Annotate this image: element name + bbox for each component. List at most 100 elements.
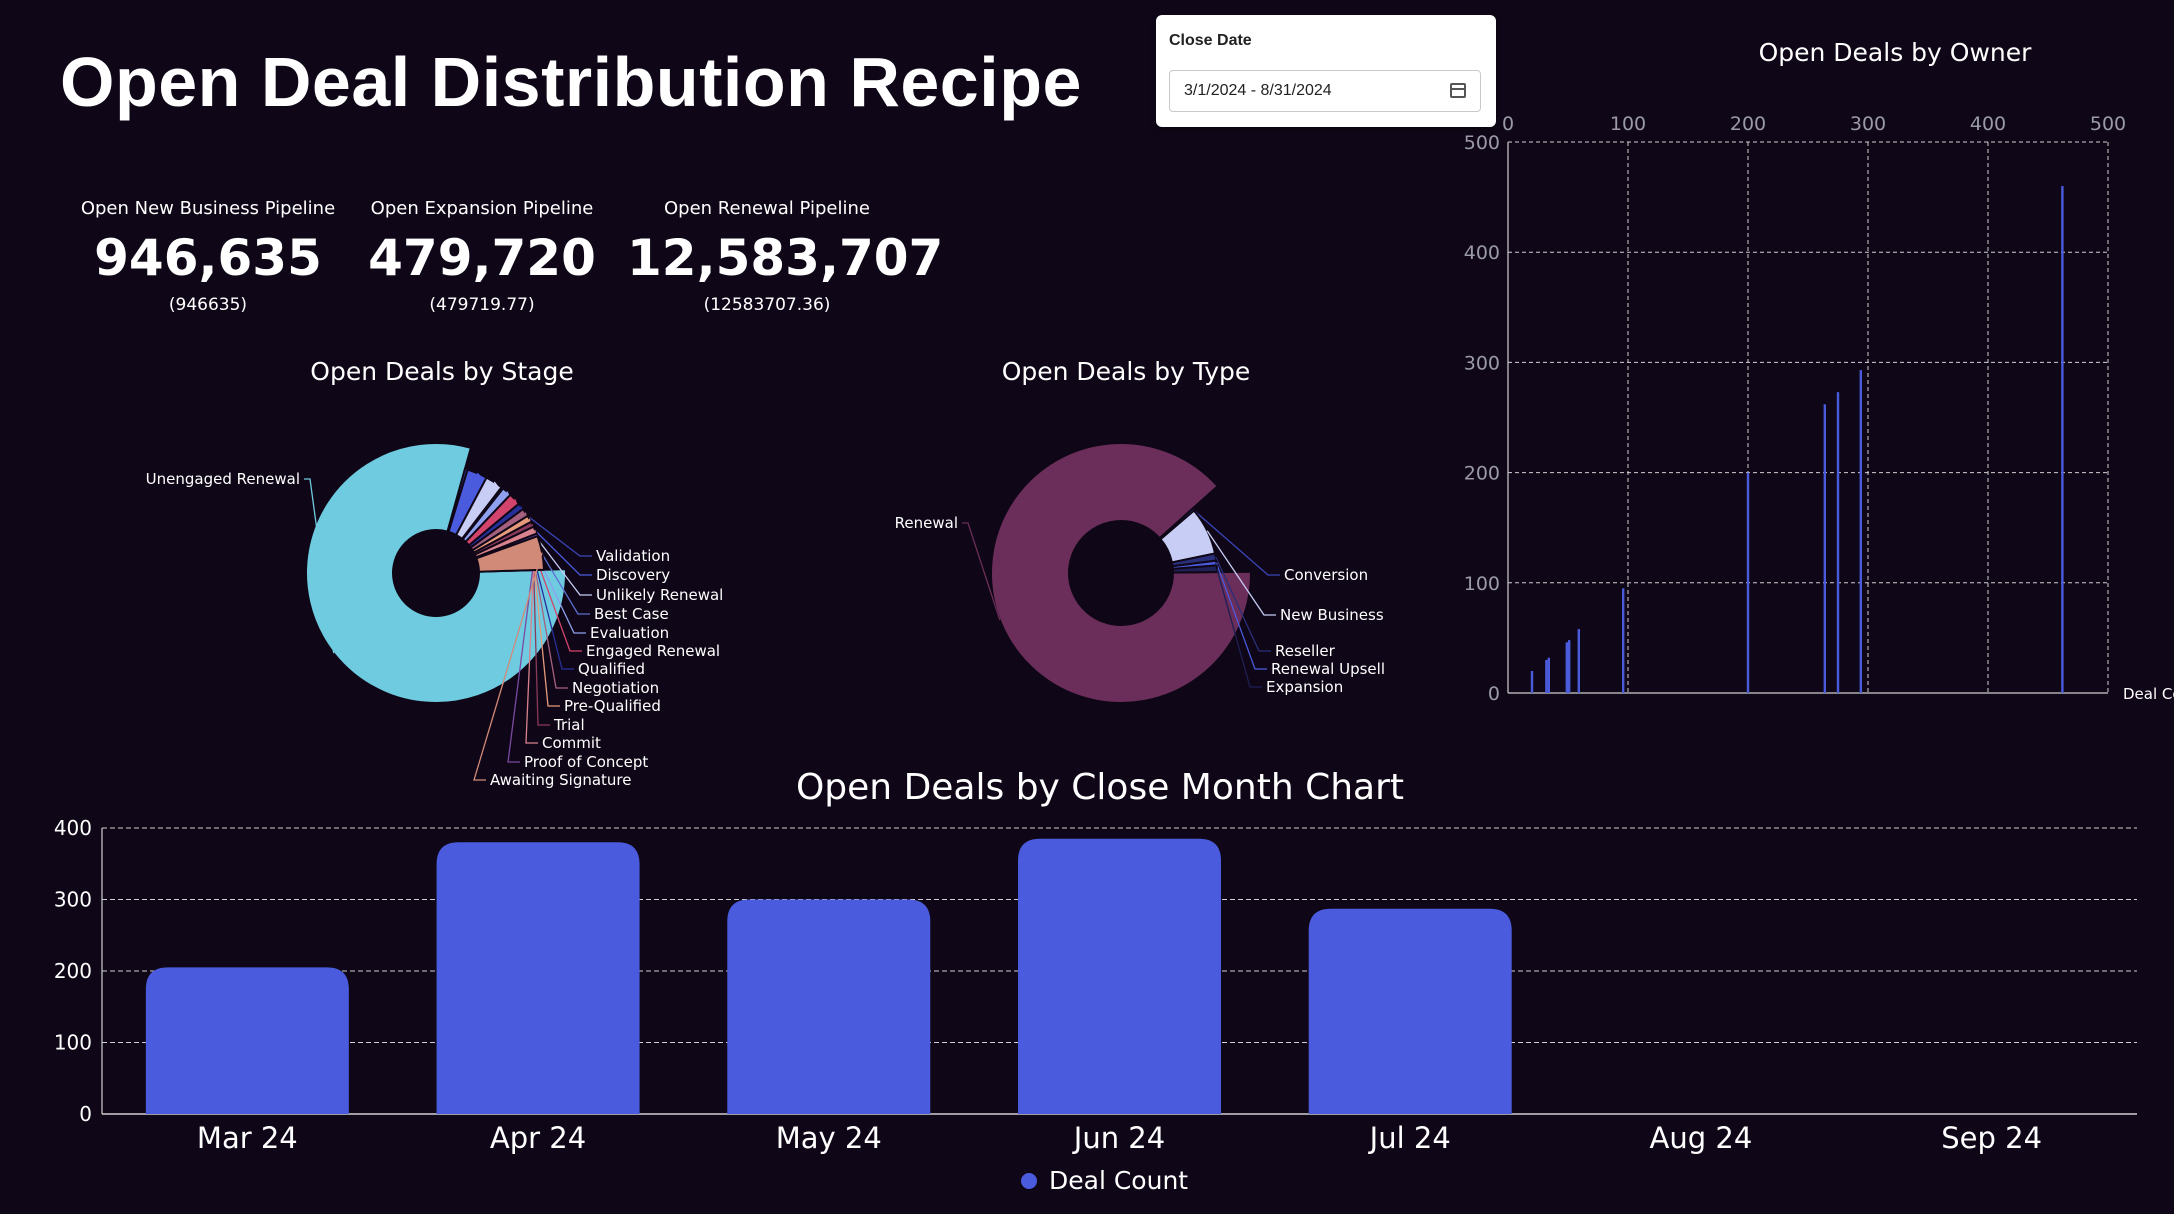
owner-bar[interactable] <box>1530 670 1534 693</box>
owner-bar[interactable] <box>1859 370 1862 693</box>
legend-label: Deal Count <box>1049 1166 1188 1195</box>
kpi-value: 946,635 <box>94 229 322 287</box>
slice-label-qualified: Qualified <box>578 660 645 678</box>
x-tick-label: 200 <box>1730 113 1766 135</box>
leader-line <box>507 534 538 763</box>
slice-label-renewal: Renewal <box>895 514 958 532</box>
kpi-sub: (946635) <box>168 295 248 315</box>
leader-line <box>1206 530 1276 616</box>
calendar-icon[interactable] <box>1450 83 1466 98</box>
owner-bar[interactable] <box>1622 588 1625 693</box>
month-bar-chart: 0 100 200 300 400 Mar 24 Apr 24 May 24 Jun 24 Jul… <box>54 816 2137 1195</box>
y-tick-label: 200 <box>54 959 92 983</box>
leader-line <box>528 518 560 707</box>
x-tick-label: 300 <box>1850 113 1886 135</box>
owner-bar[interactable] <box>1746 472 1750 693</box>
stage-chart-title: Open Deals by Stage <box>310 357 574 386</box>
kpi-label: Open New Business Pipeline <box>80 198 336 219</box>
leader-line <box>304 478 335 654</box>
y-tick-label: 0 <box>1488 683 1500 705</box>
kpi-label: Open Renewal Pipeline <box>664 198 870 219</box>
x-tick-label: Mar 24 <box>197 1121 298 1155</box>
x-tick-label: 400 <box>1970 113 2006 135</box>
kpi-label: Open Expansion Pipeline <box>370 198 594 219</box>
y-tick-label: 100 <box>54 1031 92 1055</box>
slice-label-discovery: Discovery <box>596 566 670 584</box>
kpi-new-business: Open New Business Pipeline 946,635 (9466… <box>68 198 348 315</box>
owner-bar[interactable] <box>1823 404 1826 693</box>
kpi-renewal: Open Renewal Pipeline 12,583,707 (125837… <box>627 198 944 315</box>
leader-line <box>962 522 1001 621</box>
x-axis-label: Deal Co <box>2123 685 2174 703</box>
leader-line <box>1192 509 1280 576</box>
y-tick-label: 500 <box>1464 132 1500 154</box>
slice-unengaged-renewal[interactable] <box>305 442 567 704</box>
slice-expansion[interactable] <box>1171 564 1219 574</box>
close-date-filter: Close Date 3/1/2024 - 8/31/2024 <box>1156 15 1496 127</box>
kpi-sub: (479719.77) <box>429 295 535 315</box>
x-tick-label: 500 <box>2090 113 2126 135</box>
owner-bar[interactable] <box>1565 642 1568 693</box>
owner-bar[interactable] <box>1547 657 1550 693</box>
type-chart-title: Open Deals by Type <box>1001 357 1251 386</box>
y-tick-label: 100 <box>1464 573 1500 595</box>
kpi-sub: (12583707.36) <box>703 295 831 315</box>
slice-awaiting-signature[interactable] <box>475 534 545 573</box>
y-tick-label: 400 <box>1464 242 1500 264</box>
slice-label-best-case: Best Case <box>594 605 669 623</box>
y-tick-label: 0 <box>79 1102 92 1126</box>
month-chart-title: Open Deals by Close Month Chart <box>795 767 1405 808</box>
x-tick-label: Aug 24 <box>1650 1121 1753 1155</box>
owner-bar[interactable] <box>1545 659 1548 693</box>
x-tick-label: Jul 24 <box>1368 1121 1451 1155</box>
owner-bar[interactable] <box>2061 186 2064 693</box>
slice-label-unengaged-renewal: Unengaged Renewal <box>146 470 300 488</box>
leader-line <box>1215 562 1267 670</box>
kpi-value: 479,720 <box>368 229 596 287</box>
slice-label-negotiation: Negotiation <box>572 679 659 697</box>
slice-label-expansion: Expansion <box>1266 678 1343 696</box>
owner-bar[interactable] <box>1577 629 1580 693</box>
close-date-value: 3/1/2024 - 8/31/2024 <box>1184 82 1332 99</box>
slice-renewal[interactable] <box>990 442 1252 704</box>
slice-label-pre-qualified: Pre-Qualified <box>564 697 661 715</box>
x-tick-label: 100 <box>1610 113 1646 135</box>
month-bar-jul-24[interactable] <box>1308 908 1512 1114</box>
slice-label-conversion: Conversion <box>1284 566 1368 584</box>
slice-label-reseller: Reseller <box>1275 642 1336 660</box>
y-tick-label: 200 <box>1464 463 1500 485</box>
y-tick-label: 300 <box>1464 352 1500 374</box>
month-bar-apr-24[interactable] <box>436 842 640 1114</box>
owner-bar[interactable] <box>1568 640 1571 693</box>
x-tick-label: May 24 <box>776 1121 882 1155</box>
slice-label-engaged-renewal: Engaged Renewal <box>586 642 720 660</box>
x-tick-label: 0 <box>1502 113 1514 135</box>
legend-marker <box>1021 1173 1037 1189</box>
slice-label-unlikely-renewal: Unlikely Renewal <box>596 586 723 604</box>
y-tick-label: 400 <box>54 816 92 840</box>
slice-label-awaiting-signature: Awaiting Signature <box>490 771 632 789</box>
close-date-input[interactable]: 3/1/2024 - 8/31/2024 <box>1169 70 1481 112</box>
month-bar-jun-24[interactable] <box>1018 838 1221 1114</box>
close-date-label: Close Date <box>1169 32 1252 49</box>
x-tick-label: Apr 24 <box>490 1121 586 1155</box>
slice-label-commit: Commit <box>542 734 601 752</box>
leader-line <box>1215 556 1271 652</box>
owner-bar[interactable] <box>1836 392 1840 693</box>
slice-label-renewal-upsell: Renewal Upsell <box>1271 660 1385 678</box>
x-tick-label: Sep 24 <box>1941 1121 2042 1155</box>
slice-label-validation: Validation <box>596 547 670 565</box>
month-bar-may-24[interactable] <box>727 899 931 1115</box>
kpi-value: 12,583,707 <box>627 229 944 287</box>
owner-chart-title: Open Deals by Owner <box>1758 38 2032 67</box>
y-tick-label: 300 <box>54 888 92 912</box>
page-title: Open Deal Distribution Recipe <box>60 43 1082 121</box>
slice-label-trial: Trial <box>553 716 585 734</box>
slice-label-new-business: New Business <box>1280 606 1384 624</box>
month-bar-mar-24[interactable] <box>145 967 349 1114</box>
x-tick-label: Jun 24 <box>1072 1121 1165 1155</box>
kpi-expansion: Open Expansion Pipeline 479,720 (479719.… <box>342 198 622 315</box>
type-donut-chart: Renewal Conversion New Business ResellerRen… <box>895 442 1385 704</box>
